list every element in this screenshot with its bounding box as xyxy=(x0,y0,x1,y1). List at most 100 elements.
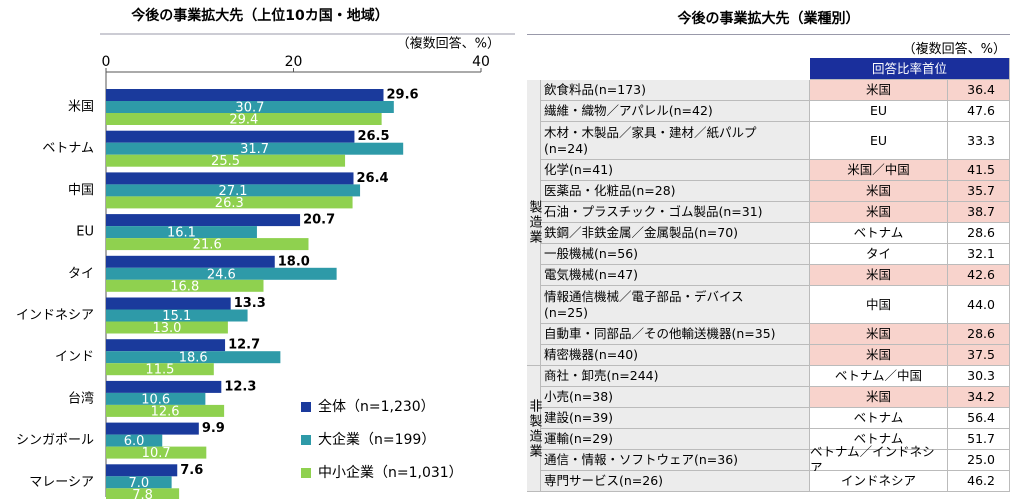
country: EU xyxy=(810,101,948,122)
bar xyxy=(106,172,354,185)
country: ベトナム／中国 xyxy=(810,366,948,387)
industry: 建設(n=39) xyxy=(541,408,810,429)
country: 米国／中国 xyxy=(810,160,948,181)
legend-swatch xyxy=(301,402,311,412)
data-label: 26.4 xyxy=(357,171,389,186)
country: インドネシア xyxy=(810,471,948,492)
industry: 石油・プラスチック・ゴム製品(n=31) xyxy=(541,202,810,223)
bar xyxy=(106,321,228,334)
data-label: 26.5 xyxy=(357,129,389,144)
industry: 専門サービス(n=26) xyxy=(541,471,810,492)
country: タイ xyxy=(810,244,948,265)
bar xyxy=(106,404,225,417)
value: 32.1 xyxy=(948,244,1010,265)
data-label: 18.6 xyxy=(179,351,208,366)
bar xyxy=(106,363,214,376)
data-label: 30.7 xyxy=(235,101,264,116)
legend-label: 全体（n=1,230） xyxy=(318,398,435,415)
industry: 電気機械(n=47) xyxy=(541,265,810,286)
data-label: 12.6 xyxy=(151,404,180,419)
rule xyxy=(527,34,1010,35)
value: 36.4 xyxy=(948,80,1010,101)
bar xyxy=(106,380,222,393)
industry: 運輸(n=29) xyxy=(541,429,810,450)
data-label: 12.7 xyxy=(228,338,260,353)
data-label: 29.4 xyxy=(229,113,258,128)
bar xyxy=(106,196,353,209)
value: 42.6 xyxy=(948,265,1010,286)
country: ベトナム xyxy=(810,223,948,244)
value: 25.0 xyxy=(948,450,1010,471)
data-label: 10.6 xyxy=(141,392,170,407)
bar xyxy=(106,351,281,364)
industry: 小売(n=38) xyxy=(541,387,810,408)
note: （複数回答、%） xyxy=(902,42,1006,57)
data-label: 27.1 xyxy=(219,184,248,199)
y-tick-label: マレーシア xyxy=(29,475,94,490)
data-label: 7.0 xyxy=(128,476,149,491)
value: 51.7 xyxy=(948,429,1010,450)
data-label: 10.7 xyxy=(142,446,171,461)
x-tick-label: 0 xyxy=(102,54,111,70)
y-tick-label: シンガポール xyxy=(16,433,94,448)
value: 41.5 xyxy=(948,160,1010,181)
table-header: 回答比率首位 xyxy=(810,58,1010,80)
data-label: 29.6 xyxy=(387,88,419,103)
bar xyxy=(106,142,404,155)
data-label: 13.3 xyxy=(234,296,266,311)
country: EU xyxy=(810,122,948,160)
bar xyxy=(106,113,382,125)
bar xyxy=(106,214,301,227)
data-label: 12.3 xyxy=(224,379,256,394)
country: 米国 xyxy=(810,80,948,101)
country: 米国 xyxy=(810,202,948,223)
value: 34.2 xyxy=(948,387,1010,408)
legend-swatch xyxy=(301,435,311,445)
bar xyxy=(106,184,361,197)
value: 46.2 xyxy=(948,471,1010,492)
industry: 鉄鋼／非鉄金属／金属製品(n=70) xyxy=(541,223,810,244)
country: ベトナム xyxy=(810,408,948,429)
industry: 繊維・織物／アパレル(n=42) xyxy=(541,101,810,122)
bar xyxy=(106,154,346,167)
data-label: 9.9 xyxy=(202,421,225,436)
bar xyxy=(106,130,355,143)
data-label: 15.1 xyxy=(162,309,191,324)
data-label: 7.6 xyxy=(180,463,203,478)
country: 米国 xyxy=(810,324,948,345)
value: 37.5 xyxy=(948,345,1010,366)
bar xyxy=(106,238,309,251)
industry: 木材・木製品／家具・建材／紙パルプ (n=24) xyxy=(541,122,810,160)
bar xyxy=(106,101,394,113)
bar xyxy=(106,488,180,499)
y-tick-label: 中国 xyxy=(68,183,94,198)
data-label: 18.0 xyxy=(278,254,310,269)
data-label: 16.1 xyxy=(167,226,196,241)
industry: 情報通信機械／電子部品・デバイス (n=25) xyxy=(541,286,810,324)
data-label: 26.3 xyxy=(215,196,244,211)
bar xyxy=(106,279,264,292)
group-label: 製造業 xyxy=(527,80,542,366)
bar xyxy=(106,422,199,435)
bar xyxy=(106,446,207,459)
value: 30.3 xyxy=(948,366,1010,387)
country: ベトナム xyxy=(810,429,948,450)
x-tick-label: 40 xyxy=(472,54,490,70)
data-label: 31.7 xyxy=(240,142,269,157)
country: 中国 xyxy=(810,286,948,324)
data-label: 21.6 xyxy=(193,238,222,253)
value: 35.7 xyxy=(948,181,1010,202)
data-label: 7.8 xyxy=(132,488,153,499)
industry: 自動車・同部品／その他輸送機器(n=35) xyxy=(541,324,810,345)
data-label: 16.8 xyxy=(170,279,199,294)
bar xyxy=(106,89,384,101)
country: 米国 xyxy=(810,345,948,366)
chart-title: 今後の事業拡大先（上位10カ国・地域） xyxy=(130,7,388,24)
industry: 精密機器(n=40) xyxy=(541,345,810,366)
country: ベトナム／インドネシア xyxy=(810,444,948,475)
legend-label: 大企業（n=199） xyxy=(318,431,435,448)
legend-swatch xyxy=(301,468,311,478)
value: 47.6 xyxy=(948,101,1010,122)
industry: 通信・情報・ソフトウェア(n=36) xyxy=(541,450,810,471)
bar xyxy=(106,339,226,352)
